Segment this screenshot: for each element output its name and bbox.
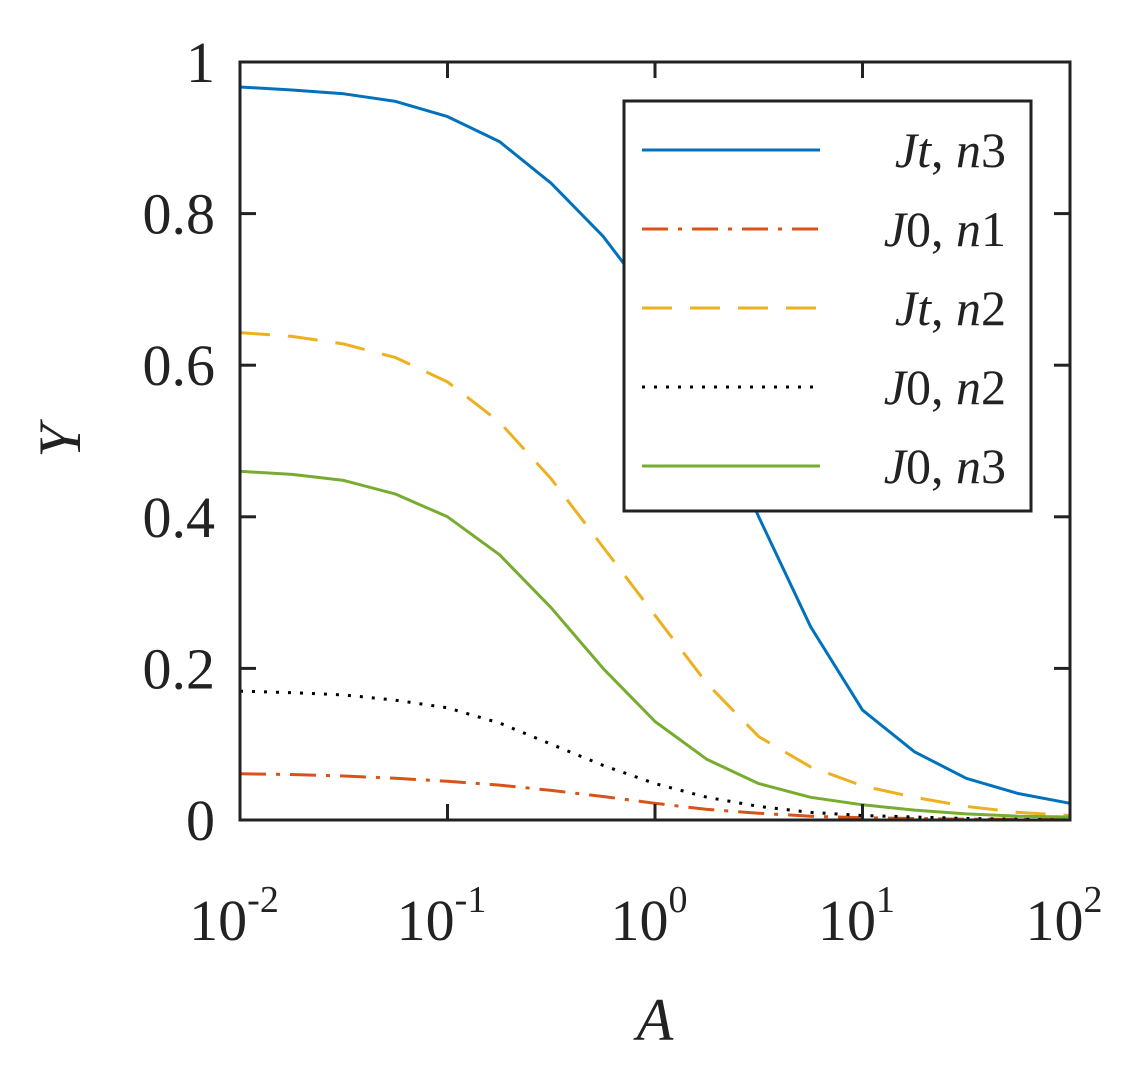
y-tick-labels: 0 0.2 0.4 0.6 0.8 1 <box>143 30 216 853</box>
series-line-3 <box>239 331 1071 817</box>
svg-text:100: 100 <box>611 879 688 953</box>
svg-text:102: 102 <box>1026 879 1103 953</box>
svg-text:10-1: 10-1 <box>397 879 487 953</box>
x-tick-base: 10 <box>611 888 669 953</box>
x-tick-exponent: 2 <box>1084 879 1103 921</box>
series-line-2 <box>239 772 1070 821</box>
svg-text:10-2: 10-2 <box>189 879 279 953</box>
x-tick-label: 10-1 <box>397 879 487 953</box>
y-tick-label: 0.6 <box>143 333 216 398</box>
series-line-5 <box>239 469 1071 819</box>
legend-label-2: J0, n1 <box>884 201 1006 257</box>
legend-label-5: J0, n3 <box>884 438 1006 494</box>
x-tick-exponent: 0 <box>669 879 688 921</box>
x-tick-base: 10 <box>189 888 247 953</box>
x-tick-base: 10 <box>397 888 455 953</box>
x-tick-label: 10-2 <box>189 879 279 953</box>
x-tick-base: 10 <box>818 888 876 953</box>
x-tick-label: 101 <box>818 879 895 953</box>
y-axis-label: Y <box>27 419 93 458</box>
x-tick-label: 102 <box>1026 879 1103 953</box>
x-tick-base: 10 <box>1026 888 1084 953</box>
legend-label-3: Jt, n2 <box>895 280 1006 336</box>
y-tick-label: 1 <box>186 30 215 95</box>
x-tick-label: 100 <box>611 879 688 953</box>
x-tick-exponent: -1 <box>455 879 487 921</box>
x-tick-exponent: 1 <box>876 879 895 921</box>
y-tick-label: 0.4 <box>143 485 216 550</box>
legend-box <box>622 99 1033 513</box>
legend-label-1: Jt, n3 <box>895 122 1006 178</box>
y-tick-label: 0.2 <box>143 636 216 701</box>
x-tick-labels: 10-2 10-1 100 101 102 <box>189 879 1102 953</box>
svg-text:101: 101 <box>818 879 895 953</box>
x-tick-exponent: -2 <box>247 879 279 921</box>
series-line-4 <box>239 689 1070 821</box>
ticks-layer <box>238 60 1072 822</box>
series-layer <box>239 85 1071 821</box>
x-axis-label: A <box>633 987 674 1053</box>
y-tick-label: 0.8 <box>143 182 216 247</box>
legend: Jt, n3 J0, n1 Jt, n2 J0, n2 J0, n3 <box>622 99 1033 513</box>
legend-label-4: J0, n2 <box>884 359 1006 415</box>
y-tick-label: 0 <box>186 788 215 853</box>
